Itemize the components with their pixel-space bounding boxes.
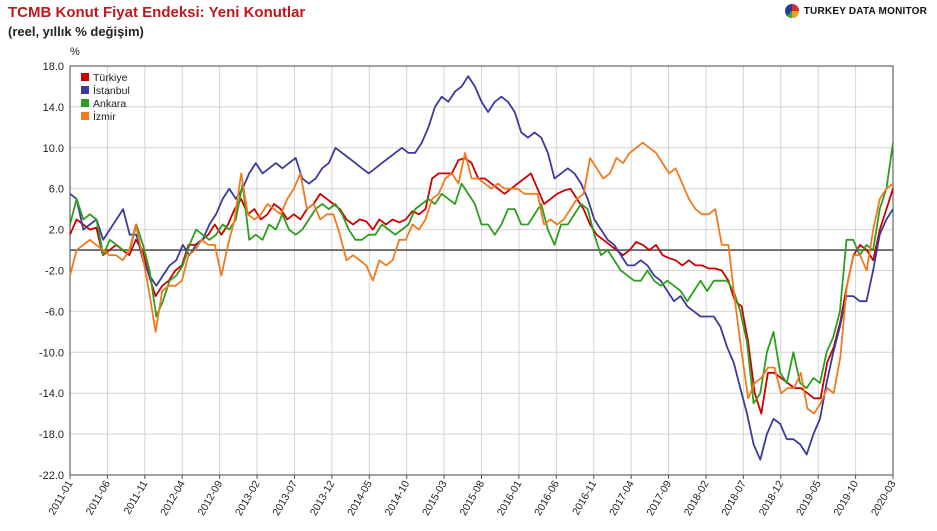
legend-label: Türkiye [93,72,128,84]
y-tick-label: 6.0 [49,184,64,196]
legend-swatch [81,73,89,81]
x-tick-label: 2013-07 [270,478,300,518]
turkey-data-monitor-logo-icon [784,4,799,19]
x-tick-label: 2013-02 [233,478,263,518]
x-tick-label: 2016-11 [570,478,599,517]
y-tick-label: 18.0 [43,61,64,73]
legend-label: İstanbul [93,84,130,97]
x-tick-label: 2012-04 [158,478,188,518]
series-line-2 [69,142,894,405]
x-tick-label: 2011-01 [46,478,75,517]
series-lines [69,75,894,461]
y-tick-label: 2.0 [49,225,64,237]
x-tick-label: 2011-11 [122,478,151,516]
page-title: TCMB Konut Fiyat Endeksi: Yeni Konutlar [8,4,306,21]
y-tick-label: 10.0 [43,143,64,155]
x-tick-label: 2019-10 [832,478,862,518]
x-tick-label: 2015-08 [457,478,487,518]
x-tick-label: 2015-03 [420,478,450,518]
x-tick-label: 2014-10 [383,478,413,518]
x-tick-label: 2018-07 [719,478,749,518]
grid [69,65,894,476]
x-tick-label: 2012-09 [196,478,226,518]
x-tick-label: 2020-03 [869,478,899,518]
x-tick-label: 2011-06 [84,478,113,517]
legend-swatch [81,112,89,120]
x-tick-label: 2017-04 [607,478,637,518]
brand-logo: TURKEY DATA MONITOR [784,3,927,19]
y-axis-unit-label: % [70,46,80,58]
legend-swatch [81,99,89,107]
axes: 18.0 14.0 10.0 6.0 2.0 -2.0 -6.0 -10.0 -14.0 -18.… [39,61,899,518]
legend-label: İzmir [93,110,116,123]
x-tick-label: 2014-05 [345,478,375,518]
y-tick-label: -18.0 [39,429,64,441]
y-tick-label: 14.0 [43,102,64,114]
x-tick-label: 2018-12 [757,478,787,518]
x-tick-label: 2013-12 [308,478,338,518]
plot-frame [69,65,894,476]
x-tick-label: 2016-06 [532,478,562,518]
legend-swatch [81,86,89,94]
legend-label: Ankara [93,98,126,110]
x-tick-label: 2018-02 [682,478,712,518]
page-subtitle: (reel, yıllık % değişim) [8,24,144,39]
x-tick-label: 2017-09 [644,478,674,518]
y-tick-label: -14.0 [39,388,64,400]
y-tick-label: -2.0 [45,266,64,278]
series-line-0 [69,157,894,415]
x-tick-label: 2019-05 [794,478,824,518]
series-line-3 [69,141,894,415]
y-tick-label: -22.0 [39,470,64,482]
series-line-1 [69,75,894,461]
x-tick-label: 2016-01 [495,478,525,518]
y-tick-label: -6.0 [45,306,64,318]
y-tick-label: -10.0 [39,347,64,359]
brand-name: TURKEY DATA MONITOR [803,5,927,17]
